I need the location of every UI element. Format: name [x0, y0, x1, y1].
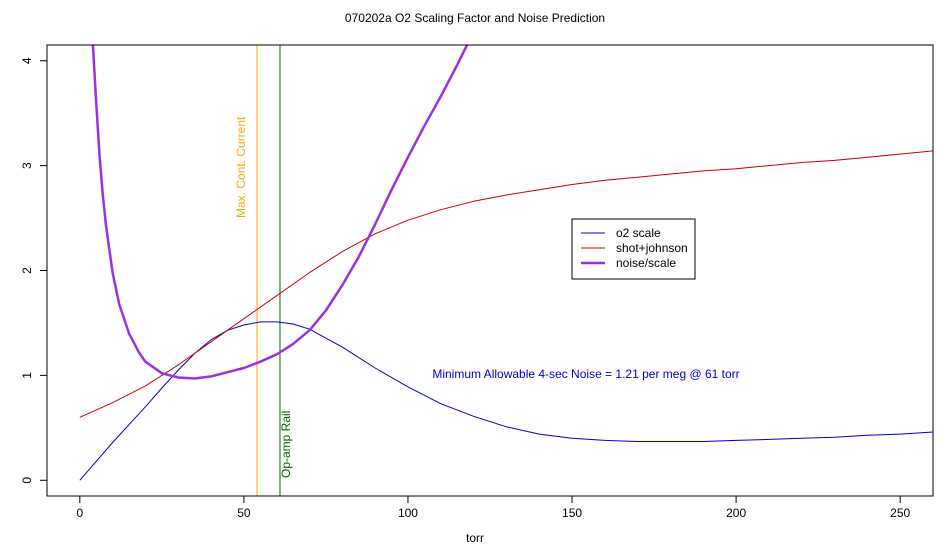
legend-box	[571, 218, 696, 280]
y-tick-label: 0	[20, 477, 34, 484]
legend-entry: shot+johnson	[616, 241, 688, 255]
y-tick-label: 4	[20, 57, 34, 64]
legend-entry: o2 scale	[616, 226, 661, 240]
plot-area: 0 50 100 150 200 250 0 1 2 3 4 Max. Cont. Current Op…	[20, 44, 934, 520]
vline-label-max-current: Max. Cont. Current	[234, 116, 248, 218]
series-line-shot-johnson	[79, 150, 933, 418]
chart-title: 070202a O2 Scaling Factor and Noise Pred…	[345, 11, 605, 25]
series-line-noise-scale	[91, 45, 469, 380]
x-tick-label: 250	[890, 506, 910, 520]
x-tick-label: 0	[76, 506, 83, 520]
x-tick-label: 150	[562, 506, 582, 520]
noise-annotation: Minimum Allowable 4-sec Noise = 1.21 per…	[432, 367, 739, 381]
x-axis-label: torr	[466, 531, 484, 545]
legend-entry: noise/scale	[616, 256, 676, 270]
x-tick-label: 100	[398, 506, 418, 520]
series-line-o2-scale	[79, 321, 933, 481]
vline-label-opamp-rail: Op-amp Rail	[279, 411, 293, 478]
x-tick-label: 200	[726, 506, 746, 520]
y-tick-label: 1	[20, 372, 34, 379]
series-group	[79, 45, 933, 481]
y-tick-label: 3	[20, 162, 34, 169]
x-tick-label: 50	[237, 506, 251, 520]
plot-frame	[46, 44, 934, 497]
y-tick-label: 2	[20, 267, 34, 274]
